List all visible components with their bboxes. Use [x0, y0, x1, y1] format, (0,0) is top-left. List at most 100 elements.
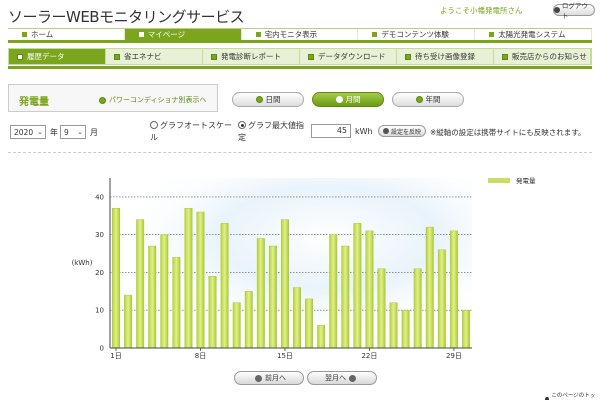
arrow-circle-icon [99, 96, 106, 104]
month-suffix: 月 [90, 128, 98, 137]
sub-nav: 履歴データ 省エネナビ 発電診断レポート データダウンロード 待ち受け画像登録 … [8, 48, 592, 65]
chart-bar [232, 302, 241, 349]
chart-bar [220, 223, 229, 349]
chevron-down-icon: ⌄ [37, 128, 43, 136]
next-month-label: 翌月へ [325, 374, 346, 382]
chart-bar [329, 234, 338, 349]
prev-month-label: 前月へ [265, 374, 286, 382]
month-select[interactable]: 9 ⌄ [60, 125, 86, 139]
chart-bar [389, 302, 398, 349]
main-nav-mypage[interactable]: マイページ [124, 29, 242, 40]
max-value-label: グラフ最大値指 [248, 121, 304, 130]
year-select[interactable]: 2020 ⌄ [10, 125, 46, 139]
nav-square-icon [255, 32, 261, 37]
x-tick-label: 8日 [195, 352, 206, 360]
y-axis-label: (kWh) [72, 259, 93, 267]
chart-bar [196, 211, 205, 349]
sub-nav-energy-navi[interactable]: 省エネナビ [106, 49, 203, 64]
main-nav: ホーム マイページ 宅内モニタ表示 デモコンテンツ体験 太陽光発電システム [8, 28, 592, 43]
chart-bar [462, 310, 470, 349]
nav-square-icon [372, 32, 378, 37]
nav-square-icon [211, 53, 217, 60]
x-tick-label: 1日 [110, 352, 121, 360]
tab-monthly[interactable]: 月間 [312, 92, 384, 107]
logout-icon [554, 7, 560, 13]
section-title: 発電量 [19, 97, 49, 108]
sub-nav-diagnosis[interactable]: 発電診断レポート [203, 49, 300, 64]
chart-bar [148, 245, 157, 349]
main-nav-label: デモコンテンツ体験 [381, 30, 449, 39]
nav-square-icon [502, 53, 508, 60]
main-nav-solar-system[interactable]: 太陽光発電システム [475, 29, 592, 40]
section-header: 発電量 パワーコンディショナ別表示へ [8, 84, 218, 112]
main-nav-monitor[interactable]: 宅内モニタ表示 [241, 29, 359, 40]
prev-month-button[interactable]: 前月へ [234, 371, 304, 385]
nav-square-icon [308, 53, 314, 60]
next-month-button[interactable]: 翌月へ [307, 371, 377, 385]
main-nav-label: マイページ [147, 30, 186, 39]
max-value-input[interactable]: 45 [311, 124, 351, 138]
sub-nav-download[interactable]: データダウンロード [300, 49, 397, 64]
chart-bar [341, 245, 350, 349]
chart-bar [365, 230, 374, 349]
tab-yearly-label: 年間 [425, 95, 441, 104]
max-value-radio[interactable] [238, 121, 246, 129]
chart-bar [112, 208, 120, 349]
sub-nav-label: データダウンロード [318, 52, 386, 61]
apply-settings-button[interactable]: 設定を反映 [378, 125, 426, 137]
chart-bar [401, 310, 410, 349]
arrow-circle-icon [415, 96, 423, 103]
main-nav-home[interactable]: ホーム [8, 29, 125, 40]
sub-nav-dealer-news[interactable]: 販売店からのお知らせ [494, 49, 591, 64]
auto-scale-label: グラフオートスケー [160, 121, 232, 130]
chart-bar [160, 234, 169, 349]
chart-bar [437, 249, 446, 349]
sub-nav-label: 発電診断レポート [221, 52, 281, 61]
sub-nav-label: 販売店からのお知らせ [512, 52, 587, 61]
logout-button[interactable]: ログアウト [553, 2, 595, 20]
page-top-label: このページのトップへ [551, 393, 596, 399]
chart-bar [124, 294, 133, 349]
sub-nav-label: 履歴データ [27, 52, 65, 61]
nav-square-icon [138, 32, 144, 37]
sub-nav-wallpaper[interactable]: 待ち受け画像登録 [397, 49, 494, 64]
legend-label: 発電量 [516, 177, 536, 185]
auto-scale-radio[interactable] [150, 121, 158, 129]
chart-background [110, 178, 472, 348]
arrow-left-icon [255, 374, 262, 382]
site-title: ソーラーWEBモニタリングサービス [8, 8, 245, 26]
nav-square-icon [17, 53, 23, 60]
chart-bar [172, 257, 181, 349]
sub-nav-label: 省エネナビ [124, 52, 162, 61]
generation-chart: 0 10 20 30 40 (kWh) 1日 8日 15日 22日 29日 [72, 178, 472, 360]
x-tick-label: 22日 [361, 352, 377, 360]
main-nav-demo[interactable]: デモコンテンツ体験 [358, 29, 476, 40]
chart-bar [136, 219, 145, 349]
main-nav-label: ホーム [31, 30, 54, 39]
chart-bar [305, 298, 314, 349]
year-value: 2020 [14, 127, 34, 137]
logout-label: ログアウト [561, 2, 588, 20]
tab-daily[interactable]: 日間 [232, 92, 304, 107]
page-top-link[interactable]: このページのトップへ [545, 391, 600, 400]
chart-bar [184, 208, 193, 349]
main-nav-label: 宅内モニタ表示 [264, 30, 318, 39]
power-conditioner-link[interactable]: パワーコンディショナ別表示へ [99, 95, 207, 105]
unit-label: kWh [355, 127, 373, 136]
nav-square-icon [489, 32, 495, 37]
tab-yearly[interactable]: 年間 [392, 92, 464, 107]
settings-note: ※縦軸の設定は携帯サイトにも反映されます。 [430, 128, 586, 137]
power-conditioner-label: パワーコンディショナ別表示へ [109, 96, 207, 104]
arrow-circle-icon [382, 128, 389, 134]
tab-daily-label: 日間 [265, 95, 281, 104]
chart-bar [449, 230, 458, 349]
divider [8, 152, 592, 153]
nav-divider [8, 66, 592, 69]
y-tick-label: 40 [95, 193, 104, 201]
chart-bar [413, 268, 422, 349]
nav-square-icon [114, 53, 120, 60]
tab-monthly-label: 月間 [345, 95, 361, 104]
sub-nav-history[interactable]: 履歴データ [9, 49, 106, 64]
chart-bar [208, 276, 217, 349]
